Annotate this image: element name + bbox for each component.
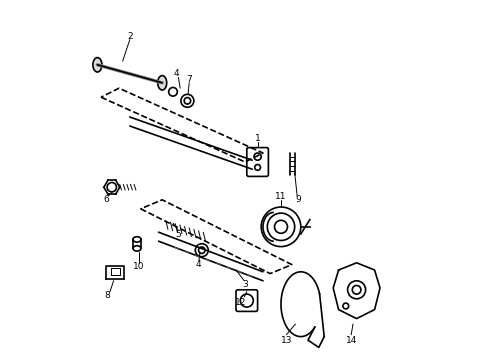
Text: 12: 12 [235,298,246,307]
Text: 2: 2 [127,32,133,41]
Text: 10: 10 [133,262,145,271]
Text: 5: 5 [175,230,181,239]
Text: 8: 8 [104,291,110,300]
Text: 13: 13 [281,336,292,345]
Text: 9: 9 [295,195,301,204]
Text: 4: 4 [196,260,201,269]
Text: 6: 6 [103,195,109,204]
Text: 11: 11 [275,192,287,201]
Text: 1: 1 [255,134,261,143]
Text: 14: 14 [345,336,357,345]
Ellipse shape [158,76,167,90]
Text: 4: 4 [174,69,179,78]
Ellipse shape [93,58,102,72]
Text: 7: 7 [186,75,192,84]
Text: 3: 3 [242,280,248,289]
